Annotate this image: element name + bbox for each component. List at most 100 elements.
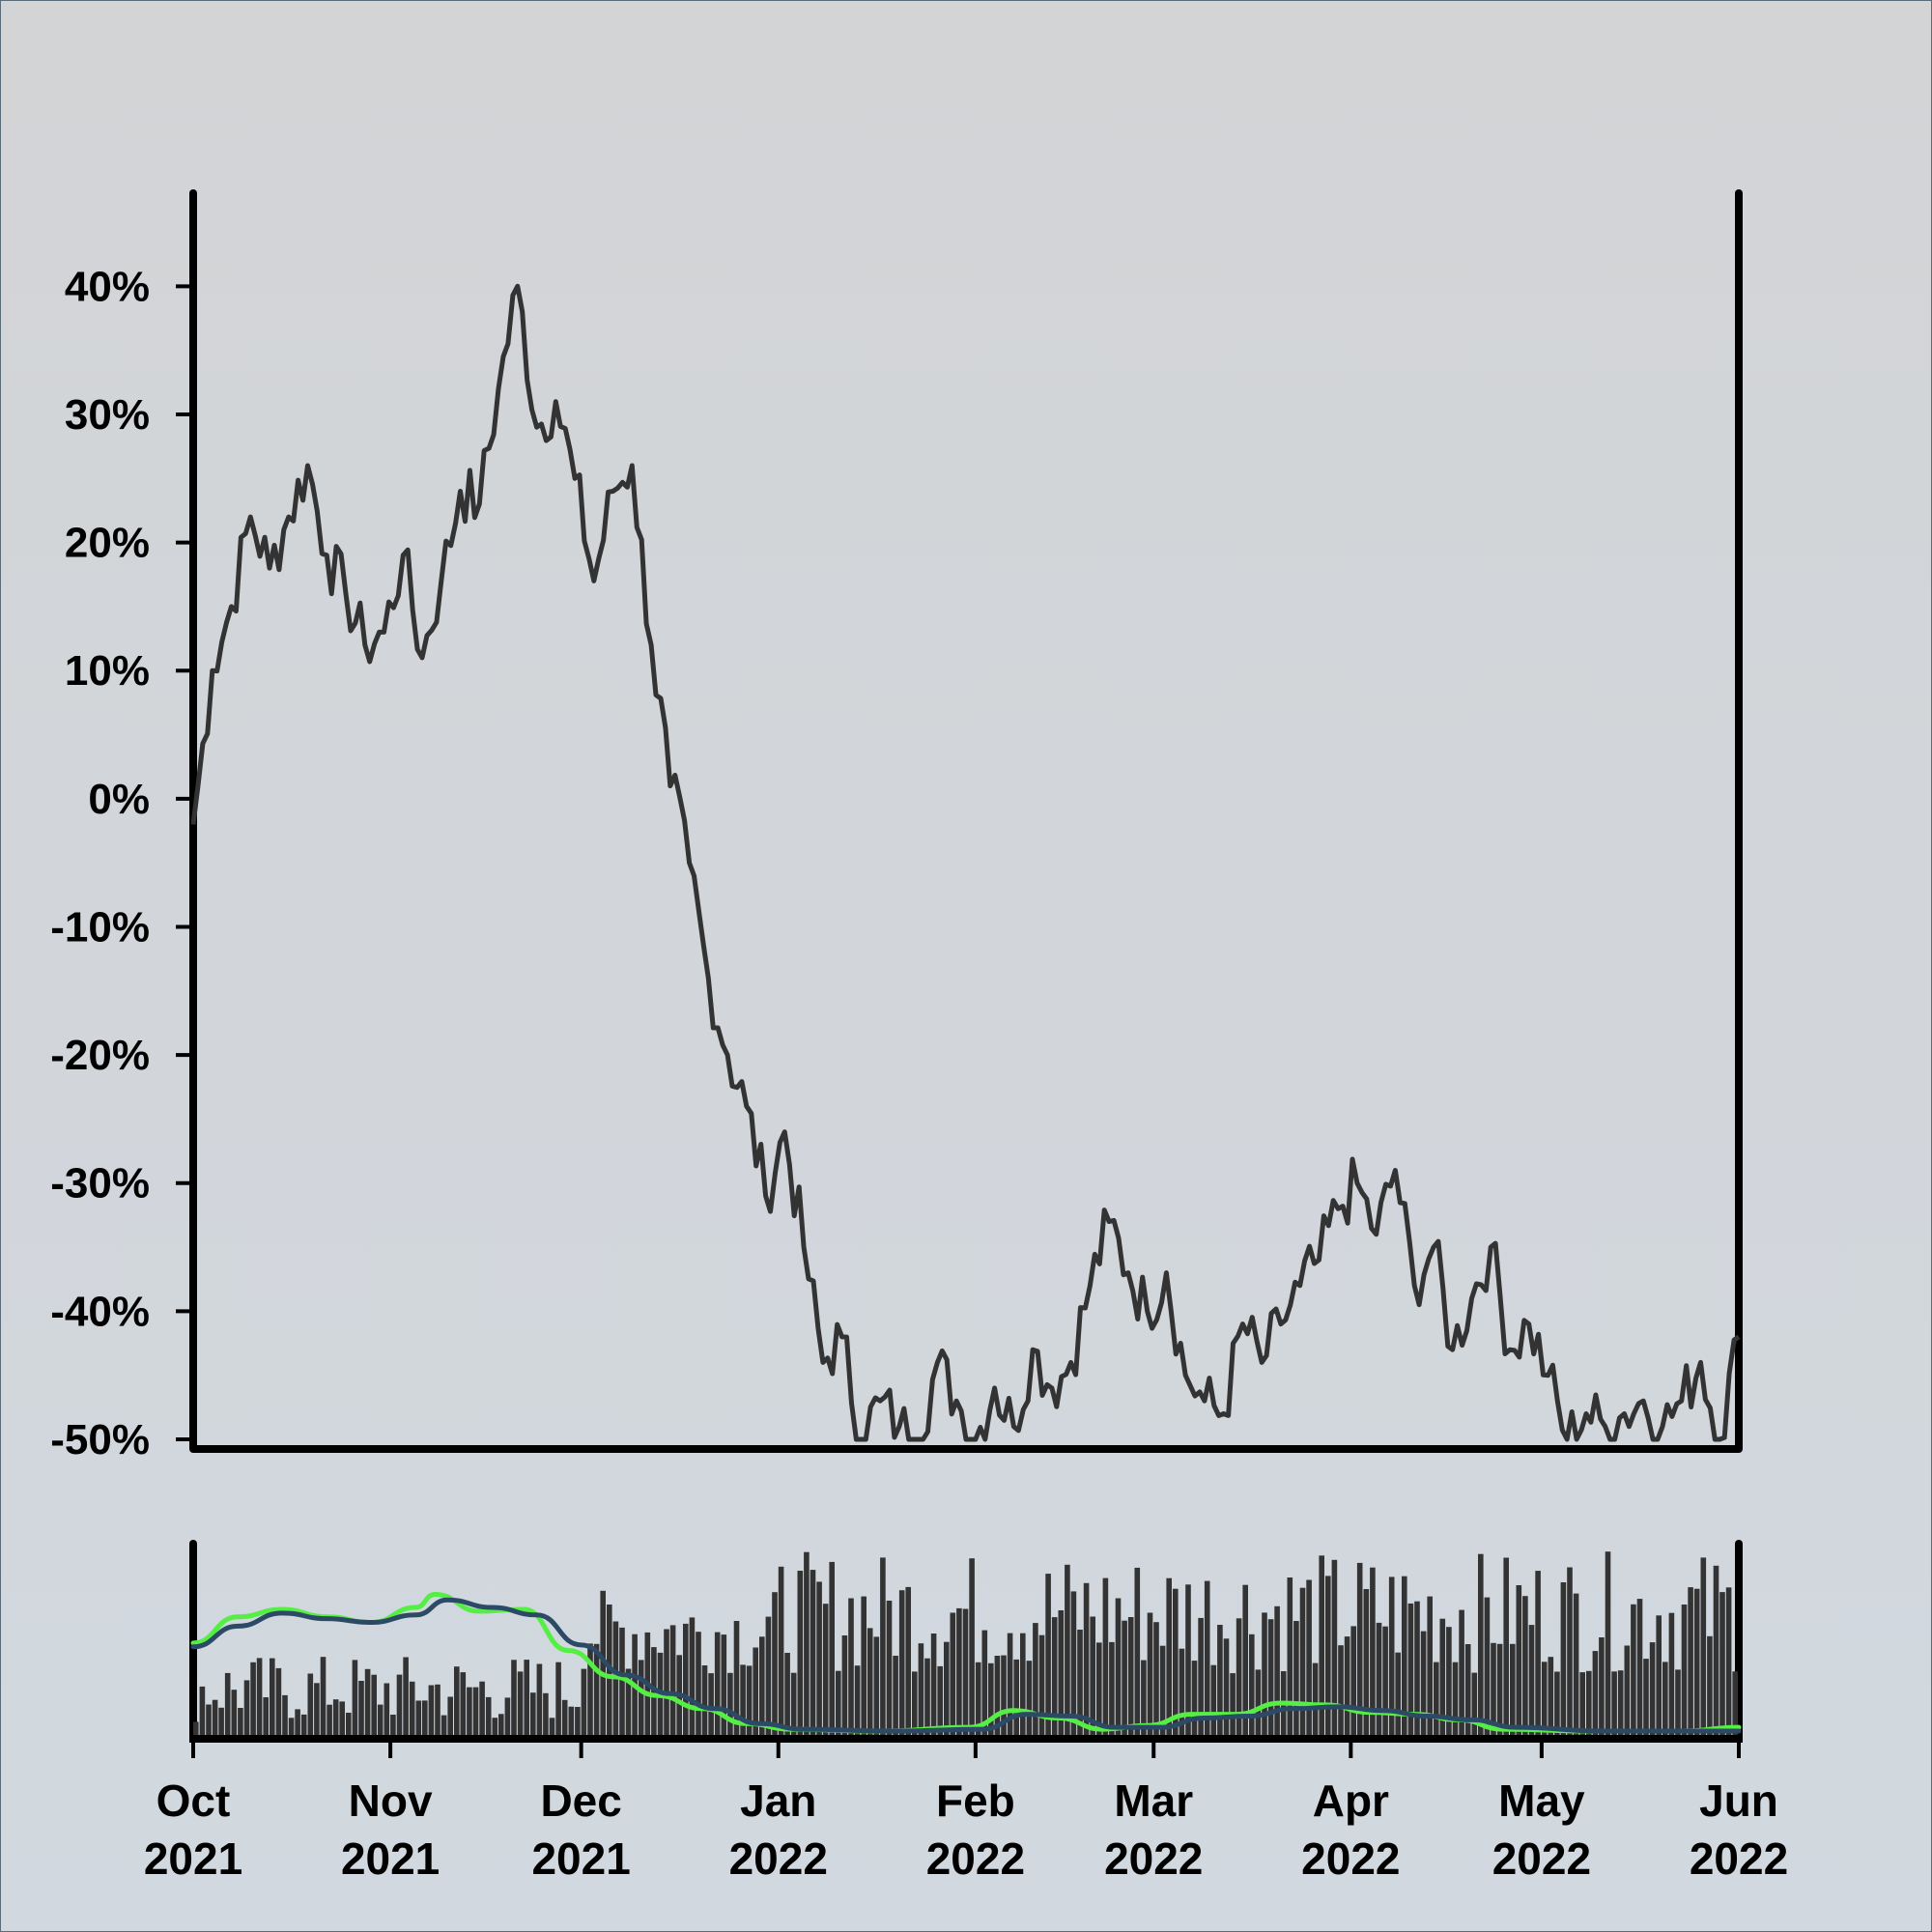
volume-bar — [492, 1718, 498, 1739]
volume-bar — [339, 1701, 345, 1739]
volume-bar — [784, 1653, 790, 1739]
volume-bar — [396, 1674, 403, 1739]
volume-bar — [714, 1632, 721, 1739]
volume-bar — [854, 1665, 861, 1739]
volume-bar — [619, 1627, 625, 1739]
volume-bar — [1115, 1598, 1122, 1739]
volume-bar — [1668, 1612, 1675, 1739]
volume-bar — [1420, 1631, 1427, 1739]
volume-bar — [721, 1634, 727, 1739]
volume-bar — [1090, 1616, 1095, 1739]
x-tick-month-label: Dec — [540, 1776, 621, 1826]
volume-bar — [1434, 1662, 1439, 1739]
volume-bar — [1464, 1644, 1471, 1739]
volume-bar — [1001, 1655, 1007, 1739]
y-tick-label: 30% — [65, 391, 150, 439]
volume-bar — [778, 1566, 784, 1739]
volume-bar — [1554, 1671, 1560, 1739]
volume-bar — [1516, 1585, 1522, 1739]
volume-bar — [409, 1681, 415, 1739]
volume-bar — [1592, 1651, 1599, 1739]
volume-bar — [1649, 1642, 1656, 1739]
volume-bar — [727, 1672, 733, 1739]
volume-bar — [1407, 1603, 1414, 1739]
volume-bar — [1299, 1587, 1306, 1739]
x-tick-month-label: Jun — [1699, 1776, 1778, 1826]
volume-bar — [1414, 1601, 1420, 1739]
x-tick-year-label: 2021 — [531, 1833, 630, 1884]
volume-bar — [1325, 1576, 1331, 1739]
volume-bar — [1370, 1567, 1376, 1739]
volume-bar — [447, 1696, 453, 1739]
volume-bar — [1127, 1617, 1134, 1739]
volume-bar — [377, 1704, 384, 1739]
volume-bar — [549, 1718, 555, 1739]
volume-bar — [1122, 1620, 1127, 1739]
y-tick-label: -50% — [50, 1416, 150, 1463]
volume-bar — [1191, 1661, 1198, 1739]
volume-bar — [1051, 1617, 1058, 1739]
volume-bar — [467, 1687, 472, 1739]
x-tick-month-label: Jan — [740, 1776, 816, 1826]
volume-bar — [1070, 1591, 1077, 1739]
volume-bar — [893, 1656, 898, 1739]
volume-bar — [1611, 1671, 1617, 1739]
volume-bar — [1363, 1589, 1370, 1739]
volume-bar — [1134, 1567, 1141, 1739]
volume-bar — [1077, 1630, 1083, 1739]
volume-bar — [924, 1658, 930, 1739]
price-series-line — [190, 283, 1741, 1442]
x-tick-year-label: 2022 — [1301, 1833, 1400, 1884]
volume-bar — [1210, 1664, 1217, 1739]
volume-bar — [358, 1681, 364, 1739]
volume-bar — [1528, 1625, 1535, 1739]
volume-bar — [1681, 1605, 1688, 1739]
volume-bar — [1725, 1587, 1732, 1739]
volume-bar — [575, 1707, 581, 1739]
volume-bar — [822, 1604, 829, 1739]
x-tick-month-label: Nov — [349, 1776, 433, 1826]
volume-bar — [1388, 1577, 1395, 1739]
volume-bar — [886, 1601, 893, 1739]
volume-bar — [1478, 1553, 1484, 1739]
volume-bar — [346, 1713, 352, 1739]
volume-bar — [600, 1590, 606, 1739]
volume-bar — [485, 1696, 492, 1739]
moving-average-line-2 — [190, 1597, 1742, 1734]
volume-bar — [1491, 1642, 1496, 1739]
volume-bar — [1579, 1672, 1585, 1739]
volume-bar — [836, 1670, 841, 1739]
volume-bar — [956, 1607, 962, 1739]
volume-bar — [1402, 1576, 1407, 1739]
volume-bar — [733, 1621, 740, 1739]
volume-bar — [256, 1658, 263, 1739]
volume-bar — [498, 1714, 504, 1739]
volume-bar — [1522, 1596, 1528, 1739]
volume-bar — [1510, 1643, 1516, 1739]
volume-bar — [696, 1632, 701, 1739]
volume-bar — [1306, 1579, 1312, 1739]
volume-bar — [1560, 1582, 1567, 1739]
volume-bar — [536, 1663, 543, 1739]
volume-bar — [1439, 1618, 1446, 1739]
volume-bar — [669, 1625, 676, 1739]
volume-bar — [1147, 1612, 1153, 1739]
volume-bar — [1503, 1557, 1509, 1739]
volume-bar — [1484, 1597, 1491, 1739]
volume-bar — [1427, 1596, 1433, 1739]
volume-bar — [250, 1662, 256, 1739]
volume-bar — [270, 1658, 275, 1739]
volume-bar — [1038, 1634, 1045, 1739]
volume-bar — [440, 1715, 447, 1739]
volume-bar — [1109, 1641, 1115, 1739]
x-tick-month-label: Apr — [1313, 1776, 1389, 1826]
volume-bar — [300, 1714, 307, 1739]
volume-bar — [1636, 1599, 1643, 1739]
volume-bar — [224, 1672, 231, 1739]
volume-bar — [1236, 1618, 1242, 1739]
volume-bar — [555, 1662, 561, 1739]
volume-bar — [1713, 1565, 1719, 1739]
x-tick-month-label: May — [1498, 1776, 1585, 1826]
volume-bar — [593, 1643, 600, 1739]
volume-bar — [1471, 1672, 1478, 1739]
